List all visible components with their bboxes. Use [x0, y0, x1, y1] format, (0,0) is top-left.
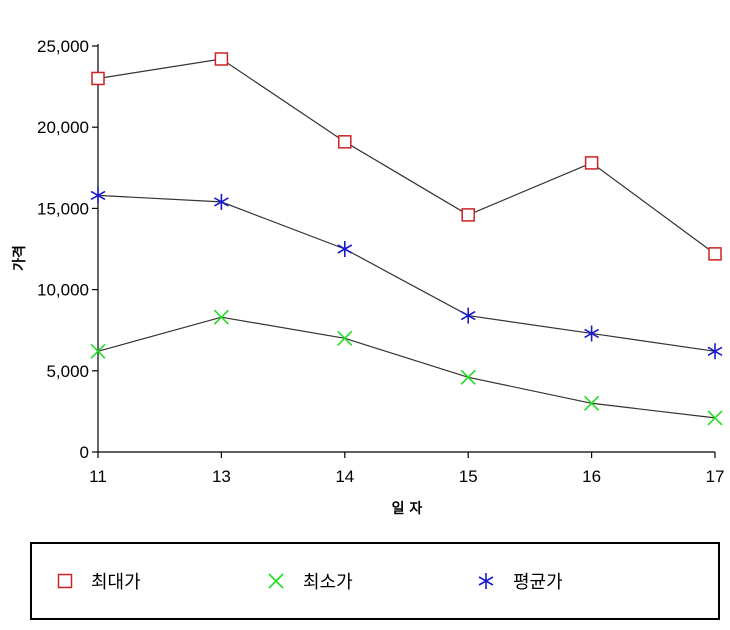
data-point-x: [213, 309, 229, 325]
series-line-0: [97, 58, 716, 255]
data-point-x: [707, 410, 723, 426]
data-point-asterisk: [707, 343, 723, 360]
x-tick-label: 11: [89, 467, 107, 486]
data-point-asterisk: [584, 325, 599, 342]
data-point-square: [91, 71, 105, 86]
data-point-square: [338, 135, 352, 149]
x-tick-label: 14: [335, 467, 354, 486]
y-tick-label: 15,000: [37, 199, 89, 218]
data-point-x: [460, 369, 476, 385]
legend-label-avg: 평균가: [513, 572, 563, 593]
legend-x-marker-icon: [268, 573, 284, 589]
legend-square-marker-icon: [57, 573, 73, 589]
data-point-square: [708, 247, 722, 261]
data-point-asterisk: [90, 187, 106, 204]
y-tick-label: 10,000: [37, 281, 89, 300]
x-tick-label: 15: [459, 467, 478, 486]
y-tick-label: 20,000: [37, 118, 89, 137]
legend-label-min: 최소가: [303, 572, 353, 593]
x-axis-title: 일 자: [392, 501, 423, 517]
y-tick-label: 25,000: [37, 37, 89, 56]
data-point-x: [584, 395, 600, 411]
data-point-asterisk: [337, 241, 353, 257]
series-lines: [97, 58, 716, 419]
series-markers: [90, 52, 723, 426]
data-point-x: [337, 330, 353, 346]
line-chart: 0 5,000 10,000 15,000 20,000 25,000 11 13 14 15 16…: [11, 37, 724, 517]
legend-asterisk-marker-icon: [478, 573, 494, 589]
data-point-square: [214, 52, 229, 66]
y-tick-label: 5,000: [46, 362, 89, 381]
legend: 최대가 최소가 평균가: [30, 542, 720, 620]
legend-label-max: 최대가: [91, 572, 141, 593]
data-point-asterisk: [460, 307, 476, 324]
x-tick-label: 13: [212, 467, 231, 486]
x-tick-label: 16: [582, 467, 601, 486]
data-point-square: [584, 156, 599, 170]
legend-item-avg: 평균가: [477, 544, 563, 618]
data-point-square: [461, 208, 475, 222]
x-tick-label: 17: [706, 467, 725, 486]
series-line-1: [97, 316, 716, 419]
data-point-x: [90, 343, 106, 359]
tick-labels: 0 5,000 10,000 15,000 20,000 25,000 11 13 14 15 16…: [37, 37, 724, 486]
legend-item-min: 최소가: [267, 544, 353, 618]
y-axis-title: 가격: [11, 245, 28, 271]
chart-axes: [92, 44, 716, 458]
y-tick-label: 0: [80, 443, 89, 462]
legend-item-max: 최대가: [57, 544, 141, 618]
data-point-asterisk: [214, 193, 229, 210]
series-line-2: [97, 194, 716, 352]
